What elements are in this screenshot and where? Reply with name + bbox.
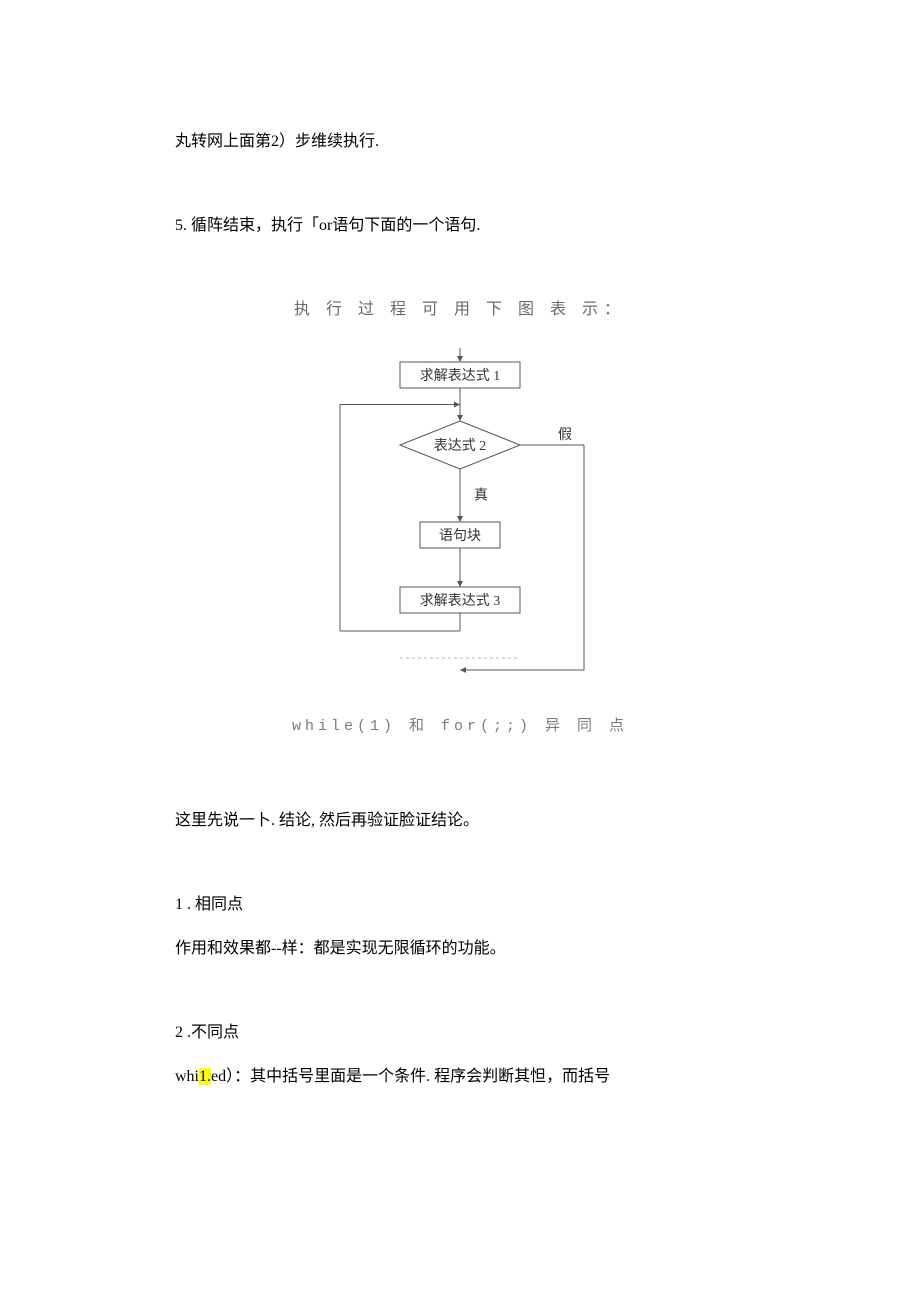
highlight: 1.: [199, 1068, 211, 1085]
svg-text:语句块: 语句块: [439, 528, 481, 544]
paragraph: whi1.ed）：其中括号里面是一个条件. 程序会判断其怛，而括号: [175, 1065, 745, 1089]
svg-text:真: 真: [474, 488, 488, 504]
svg-text:求解表达式 1: 求解表达式 1: [420, 368, 501, 384]
svg-text:表达式 2: 表达式 2: [434, 438, 487, 454]
figure-title: 执 行 过 程 可 用 下 图 表 示：: [175, 298, 745, 322]
text-fragment: whi: [175, 1068, 199, 1085]
svg-text:假: 假: [558, 427, 572, 443]
paragraph: 这里先说一卜. 结论, 然后再验证脸证结论。: [175, 809, 745, 833]
heading: 2 .不同点: [175, 1021, 745, 1045]
page-content: 丸转网上面第2）步维续执行. 5. 循阵结束，执行「or语句下面的一个语句. 执…: [0, 0, 920, 1169]
paragraph: 5. 循阵结束，执行「or语句下面的一个语句.: [175, 214, 745, 238]
text-fragment: ed）：其中括号里面是一个条件. 程序会判断其怛，而括号: [211, 1068, 610, 1085]
svg-text:求解表达式 3: 求解表达式 3: [420, 593, 501, 609]
flowchart-svg: 求解表达式 1 表达式 2 真语句块求解表达式 3 假: [300, 340, 620, 700]
paragraph: 作用和效果都--样：都是实现无限循环的功能。: [175, 937, 745, 961]
paragraph: 丸转网上面第2）步维续执行.: [175, 130, 745, 154]
figure: 执 行 过 程 可 用 下 图 表 示： 求解表达式 1表达式 2真语句块求解表…: [175, 298, 745, 739]
figure-caption: while(1) 和 for(;;) 异 同 点: [175, 716, 745, 739]
heading: 1 . 相同点: [175, 893, 745, 917]
